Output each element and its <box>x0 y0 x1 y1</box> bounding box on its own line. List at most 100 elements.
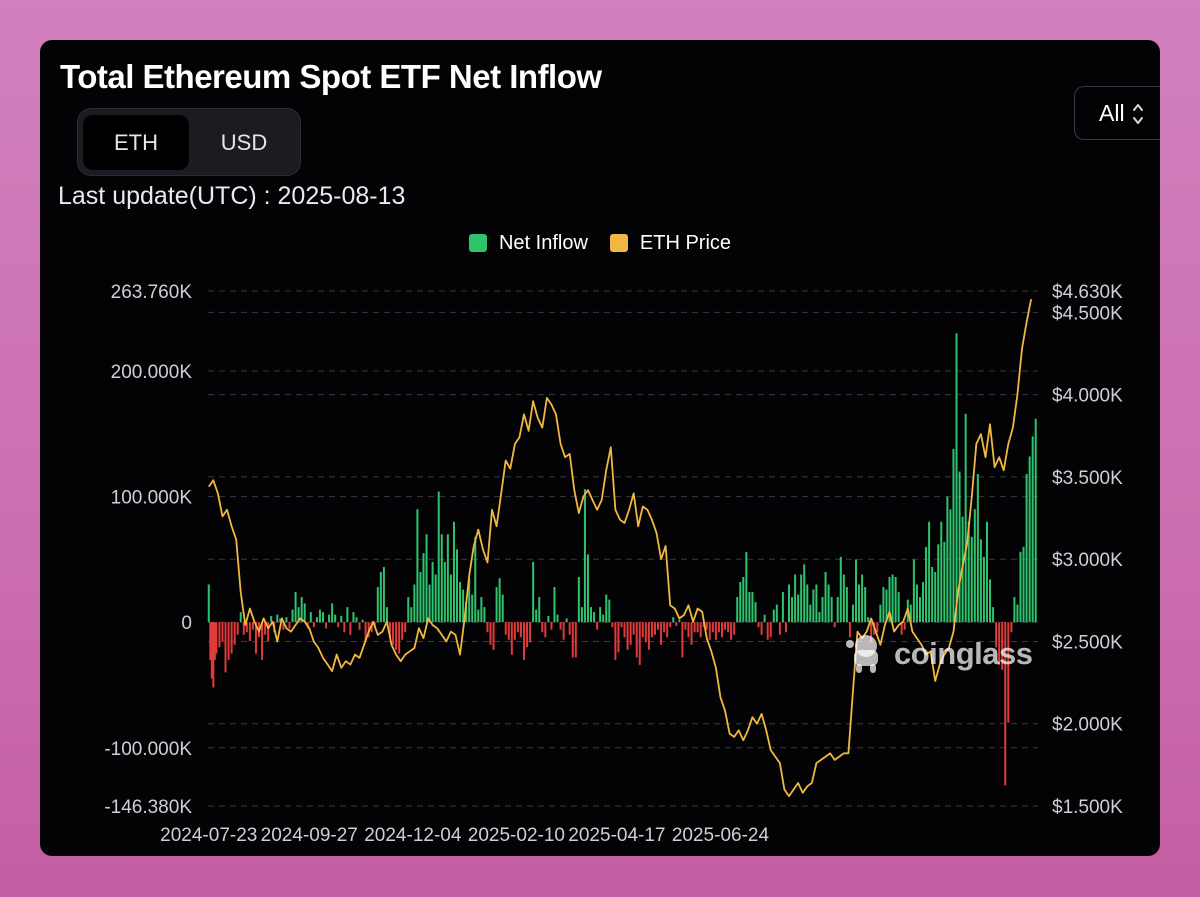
outflow-bar <box>349 622 352 635</box>
outflow-bar <box>209 622 212 660</box>
inflow-bar <box>477 609 480 623</box>
outflow-bar <box>215 622 218 654</box>
outflow-bar <box>523 622 526 660</box>
outflow-bar <box>998 622 1001 665</box>
y-right-tick-label: $3.500K <box>1052 468 1123 489</box>
inflow-bar <box>303 603 306 623</box>
inflow-bar <box>1034 418 1037 623</box>
inflow-bar <box>1016 604 1019 623</box>
outflow-bar <box>526 622 529 648</box>
eth-unit-button[interactable]: ETH <box>83 115 189 170</box>
outflow-bar <box>516 622 519 633</box>
inflow-bar <box>781 592 784 623</box>
inflow-bar <box>416 509 419 623</box>
last-update-text: Last update(UTC) : 2025-08-13 <box>58 182 406 210</box>
inflow-bar <box>888 576 891 623</box>
outflow-bar <box>251 622 254 630</box>
inflow-bar <box>309 612 312 623</box>
inflow-bar <box>912 559 915 623</box>
outflow-bar <box>635 622 638 658</box>
inflow-bar <box>845 587 848 623</box>
outflow-bar <box>1004 622 1007 786</box>
inflow-bar <box>382 566 385 623</box>
inflow-bar <box>480 597 483 623</box>
inflow-bar <box>989 579 992 623</box>
inflow-bar <box>599 607 602 623</box>
inflow-bar <box>498 578 501 623</box>
inflow-bar <box>818 612 821 623</box>
inflow-bar <box>745 551 748 623</box>
inflow-bar <box>861 574 864 623</box>
outflow-bar <box>233 622 236 645</box>
outflow-bar <box>632 622 635 635</box>
inflow-bar <box>882 587 885 623</box>
outflow-bar <box>730 622 733 640</box>
inflow-bar <box>291 609 294 623</box>
outflow-bar <box>693 622 696 633</box>
outflow-bar <box>995 622 998 648</box>
outflow-bar <box>398 622 401 654</box>
inflow-bar <box>483 607 486 623</box>
legend-item-net-inflow[interactable]: Net Inflow <box>468 228 588 258</box>
inflow-bar <box>593 612 596 623</box>
outflow-bar <box>213 622 216 660</box>
inflow-bar <box>928 521 931 623</box>
inflow-bar <box>864 587 867 623</box>
outflow-bar <box>696 622 699 633</box>
outflow-bar <box>486 622 489 633</box>
inflow-bar <box>985 521 988 623</box>
y-left-tick-label: 200.000K <box>111 362 193 383</box>
inflow-bar <box>535 609 538 623</box>
outflow-bar <box>705 622 708 630</box>
inflow-bar <box>428 584 431 623</box>
outflow-bar <box>541 622 544 633</box>
y-right-tick-label: $4.000K <box>1052 386 1123 407</box>
y-left-tick-label: 0 <box>181 613 192 634</box>
inflow-bar <box>340 615 343 623</box>
y-left-tick-label: 100.000K <box>111 488 193 509</box>
inflow-bar <box>1031 436 1034 623</box>
inflow-bar <box>979 539 982 623</box>
inflow-bar <box>1013 597 1016 623</box>
time-range-select[interactable]: All <box>1074 86 1160 140</box>
outflow-bar <box>833 622 836 628</box>
outflow-bar <box>641 622 644 638</box>
inflow-bar <box>806 584 809 623</box>
updown-chevron-icon <box>1133 104 1143 124</box>
watermark-text: coinglass <box>894 636 1033 671</box>
inflow-bar <box>471 594 474 623</box>
inflow-bar <box>452 521 455 623</box>
inflow-bar <box>922 582 925 623</box>
legend-label-eth-price: ETH Price <box>639 231 732 254</box>
inflow-bar <box>449 574 452 623</box>
inflow-bar <box>943 541 946 623</box>
inflow-bar <box>279 618 282 623</box>
time-range-value: All <box>1099 99 1125 126</box>
usd-unit-button[interactable]: USD <box>220 129 268 155</box>
y-right-tick-label: $4.500K <box>1052 303 1123 324</box>
legend-swatch-eth-price <box>609 234 628 252</box>
outflow-bar <box>388 622 391 638</box>
outflow-bar <box>690 622 693 645</box>
inflow-bar <box>285 617 288 623</box>
legend-item-eth-price[interactable]: ETH Price <box>609 228 732 258</box>
outflow-bar <box>261 622 264 660</box>
inflow-bar <box>891 574 894 623</box>
inflow-bar <box>270 615 273 623</box>
unit-toggle: ETH USD <box>77 108 301 176</box>
outflow-bar <box>757 622 760 628</box>
outflow-bar <box>733 622 736 635</box>
outflow-bar <box>343 622 346 633</box>
outflow-bar <box>218 622 221 648</box>
chart-card: Total Ethereum Spot ETF Net Inflow ETH U… <box>40 40 1160 856</box>
outflow-bar <box>724 622 727 630</box>
inflow-bar <box>501 594 504 623</box>
inflow-bar <box>331 603 334 623</box>
outflow-bar <box>571 622 574 658</box>
x-tick-label: 2024-09-27 <box>261 825 358 846</box>
inflow-bar <box>909 604 912 623</box>
inflow-bar <box>1028 456 1031 623</box>
inflow-bar <box>586 554 589 623</box>
outflow-bar <box>638 622 641 665</box>
outflow-bar <box>660 622 663 645</box>
